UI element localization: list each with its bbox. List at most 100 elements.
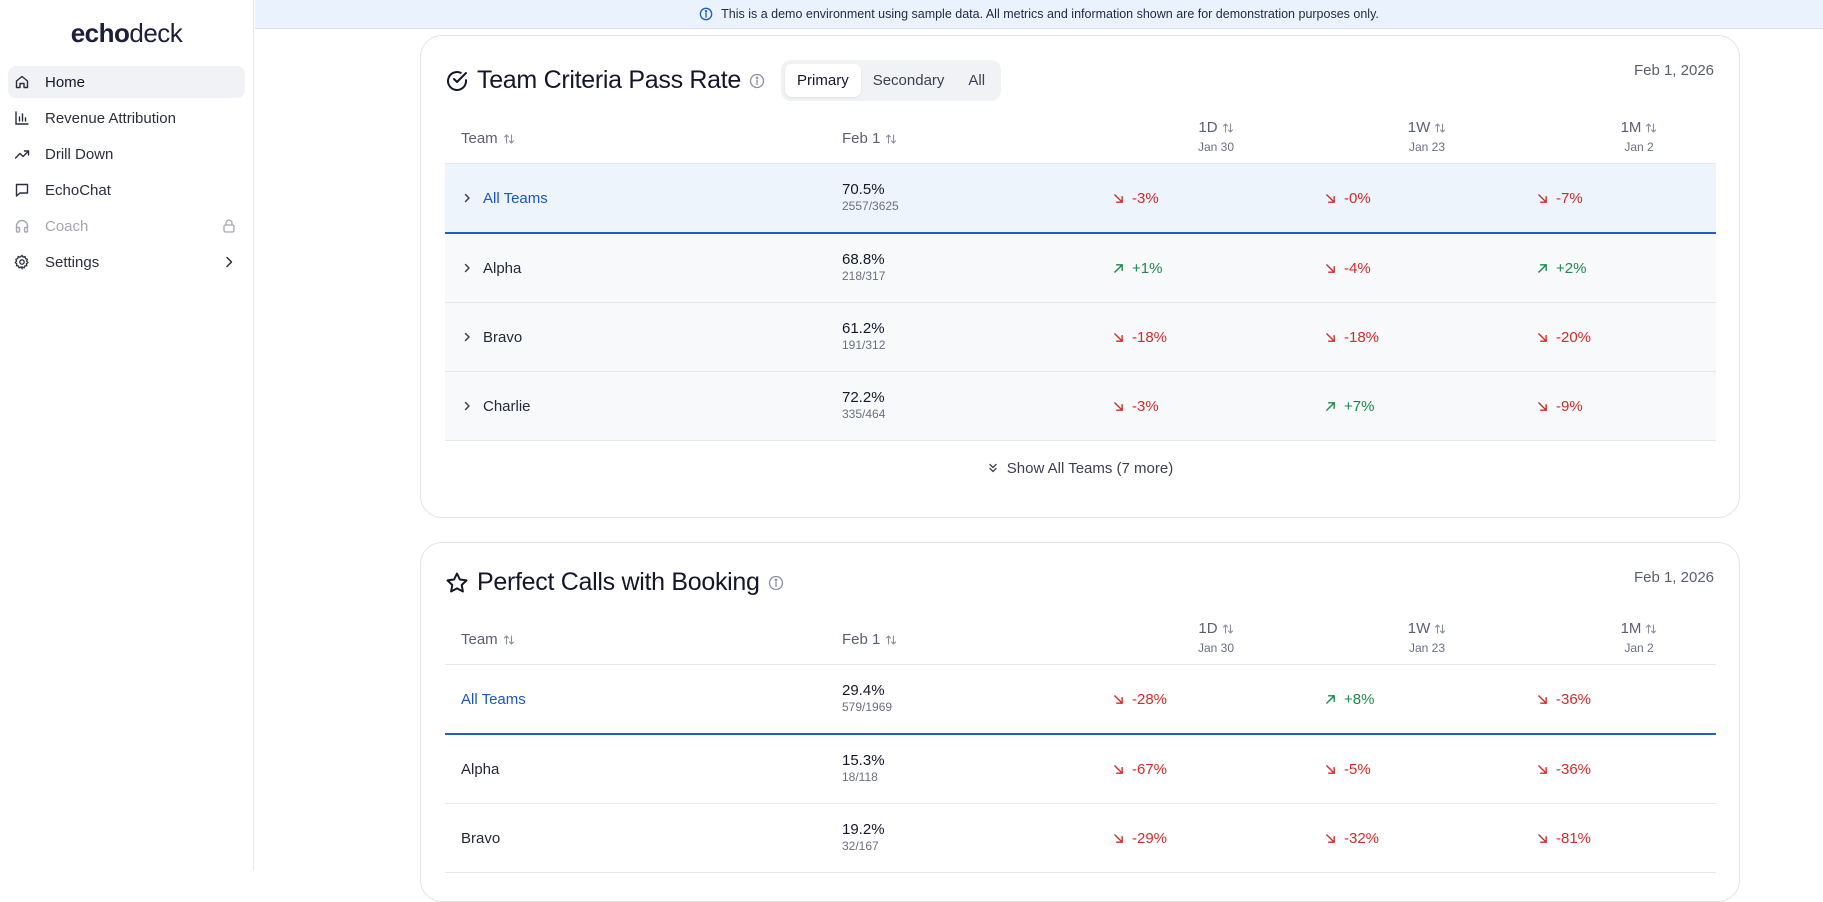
sort-icon xyxy=(886,133,897,144)
arrow-up-right-icon xyxy=(1326,401,1335,411)
pass-rate: 61.2% xyxy=(842,320,885,337)
change-w1: -32% xyxy=(1325,804,1379,872)
tab-secondary[interactable]: Secondary xyxy=(872,72,945,89)
team-cell[interactable]: Bravo xyxy=(461,804,500,872)
change-w1: -18% xyxy=(1325,303,1379,371)
team-cell[interactable]: Bravo xyxy=(461,303,522,371)
table-row[interactable]: Bravo 19.2% 32/167 -29% -32% -81% xyxy=(445,804,1716,873)
table-header: Team Feb 1 1D Jan 30 1W Jan 23 1M Jan 2 xyxy=(445,615,1716,665)
pass-count: 191/312 xyxy=(842,338,886,352)
card-header: Team Criteria Pass Rate Primary Secondar… xyxy=(445,60,1002,101)
pass-rate: 29.4% xyxy=(842,682,885,699)
lock-icon xyxy=(223,219,235,233)
tab-all[interactable]: All xyxy=(968,72,986,89)
arrow-down-right-icon xyxy=(1326,332,1335,342)
change-d1: -3% xyxy=(1113,164,1159,232)
home-icon xyxy=(15,75,29,89)
team-cell[interactable]: All Teams xyxy=(461,164,548,232)
change-value: +7% xyxy=(1344,397,1375,415)
sidebar-item-echochat[interactable]: EchoChat xyxy=(8,174,245,206)
headphones-icon xyxy=(15,219,29,233)
info-icon[interactable] xyxy=(749,73,765,89)
arrow-up-right-icon xyxy=(1538,263,1547,273)
pass-rate: 68.8% xyxy=(842,251,885,268)
column-current[interactable]: Feb 1 xyxy=(842,631,897,648)
pass-rate: 70.5% xyxy=(842,181,885,198)
column-1w[interactable]: 1W Jan 23 xyxy=(1367,620,1487,655)
change-d1: -29% xyxy=(1113,804,1167,872)
chevron-right-icon xyxy=(464,332,470,342)
card-title: Team Criteria Pass Rate xyxy=(477,66,742,94)
change-value: -5% xyxy=(1344,760,1371,778)
column-1d[interactable]: 1D Jan 30 xyxy=(1156,119,1276,154)
change-m1: -81% xyxy=(1537,804,1591,872)
table-row[interactable]: Charlie 72.2% 335/464 -3% +7% -9% xyxy=(445,372,1716,441)
column-label: Team xyxy=(461,130,498,147)
chevron-right-icon xyxy=(226,256,233,268)
table-row[interactable]: Bravo 61.2% 191/312 -18% -18% -20% xyxy=(445,303,1716,372)
sort-icon xyxy=(1646,623,1657,634)
change-w1: +8% xyxy=(1325,665,1374,733)
sort-icon xyxy=(1435,623,1446,634)
table-body: All Teams 29.4% 579/1969 -28% +8% -36% Alpha 15… xyxy=(445,665,1716,873)
team-name: All Teams xyxy=(483,189,548,207)
column-1m[interactable]: 1M Jan 2 xyxy=(1579,119,1699,154)
tab-primary[interactable]: Primary xyxy=(785,64,861,97)
change-m1: -36% xyxy=(1537,735,1591,803)
change-value: +2% xyxy=(1556,259,1587,277)
pass-count: 335/464 xyxy=(842,407,886,421)
team-cell[interactable]: Charlie xyxy=(461,372,531,440)
change-m1: +2% xyxy=(1537,234,1586,302)
table-row-all-teams[interactable]: All Teams 29.4% 579/1969 -28% +8% -36% xyxy=(445,665,1716,735)
column-1d[interactable]: 1D Jan 30 xyxy=(1156,620,1276,655)
change-value: -32% xyxy=(1344,829,1380,847)
logo[interactable]: echo deck xyxy=(0,0,253,66)
arrow-up-right-icon xyxy=(1114,263,1123,273)
sidebar-item-drill-down[interactable]: Drill Down xyxy=(8,138,245,170)
column-current[interactable]: Feb 1 xyxy=(842,130,897,147)
change-value: -36% xyxy=(1556,690,1592,708)
table-row[interactable]: Alpha 15.3% 18/118 -67% -5% -36% xyxy=(445,735,1716,804)
show-all-teams-button[interactable]: Show All Teams (7 more) xyxy=(421,442,1739,494)
change-w1: -5% xyxy=(1325,735,1371,803)
team-cell[interactable]: All Teams xyxy=(461,665,526,733)
column-team[interactable]: Team xyxy=(461,130,515,147)
sidebar-item-settings[interactable]: Settings xyxy=(8,246,245,278)
table-body: All Teams 70.5% 2557/3625 -3% -0% -7% Alpha 68.… xyxy=(445,164,1716,441)
pass-count: 32/167 xyxy=(842,839,879,853)
column-1w[interactable]: 1W Jan 23 xyxy=(1367,119,1487,154)
table-row[interactable]: Alpha 68.8% 218/317 +1% -4% +2% xyxy=(445,234,1716,303)
sort-icon xyxy=(503,133,514,144)
change-value: -3% xyxy=(1132,189,1159,207)
chevron-right-icon xyxy=(464,401,470,411)
change-m1: -9% xyxy=(1537,372,1583,440)
arrow-up-right-icon xyxy=(1326,694,1335,704)
column-team[interactable]: Team xyxy=(461,631,515,648)
sidebar-item-revenue-attribution[interactable]: Revenue Attribution xyxy=(8,102,245,134)
arrow-down-right-icon xyxy=(1538,401,1547,411)
column-label: 1D xyxy=(1198,620,1218,637)
sort-icon xyxy=(1435,122,1446,133)
pass-count: 18/118 xyxy=(842,770,878,784)
column-1m[interactable]: 1M Jan 2 xyxy=(1579,620,1699,655)
change-value: -81% xyxy=(1556,829,1592,847)
chevron-right-icon xyxy=(464,193,470,203)
arrow-down-right-icon xyxy=(1538,694,1547,704)
team-cell[interactable]: Alpha xyxy=(461,234,521,302)
arrow-down-right-icon xyxy=(1326,193,1335,203)
info-icon[interactable] xyxy=(768,575,784,591)
sidebar-item-home[interactable]: Home xyxy=(8,66,245,98)
sort-icon xyxy=(1222,623,1233,634)
check-circle-icon xyxy=(447,70,467,91)
sidebar-item-label: Revenue Attribution xyxy=(45,109,176,127)
column-sub-date: Jan 2 xyxy=(1624,641,1654,655)
value-cell: 29.4% 579/1969 xyxy=(842,682,892,714)
table-row-all-teams[interactable]: All Teams 70.5% 2557/3625 -3% -0% -7% xyxy=(445,164,1716,234)
team-cell[interactable]: Alpha xyxy=(461,735,499,803)
column-sub-date: Jan 23 xyxy=(1408,140,1446,154)
card-date: Feb 1, 2026 xyxy=(1633,62,1714,79)
table-header: Team Feb 1 1D Jan 30 1W Jan 23 1M Jan 2 xyxy=(445,114,1716,164)
column-label: Team xyxy=(461,631,498,648)
sort-icon xyxy=(1646,122,1657,133)
value-cell: 61.2% 191/312 xyxy=(842,320,885,352)
